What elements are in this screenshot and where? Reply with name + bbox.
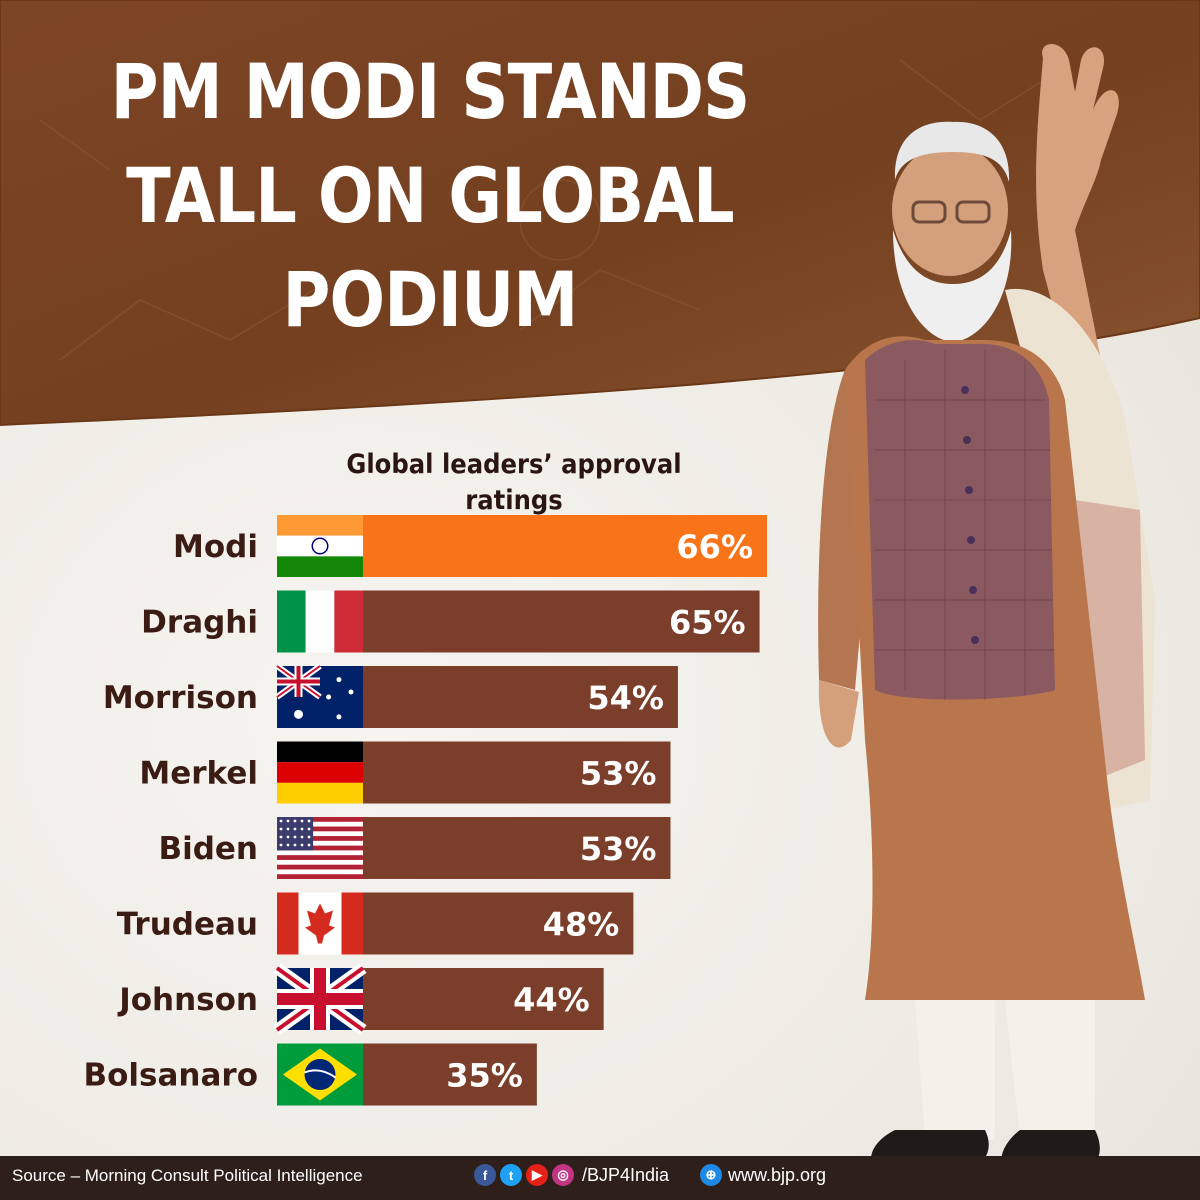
germany-flag [277,741,363,804]
leader-name-label: Bolsanaro [84,1058,259,1094]
bar-value-label: 53% [580,755,657,793]
facebook-icon[interactable]: f [474,1164,496,1186]
leader-name-label: Modi [173,529,258,565]
canada-flag [277,892,363,955]
leader-name-label: Johnson [117,982,258,1018]
uk-flag [273,963,367,1035]
footer-bar: Source – Morning Consult Political Intel… [0,1156,1200,1200]
headline-line-3: PODIUM [282,255,578,344]
website-text[interactable]: www.bjp.org [728,1164,827,1185]
bar-value-label: 35% [446,1057,523,1095]
bar-biden [363,817,671,879]
leader-name-label: Trudeau [117,907,258,943]
bar-value-label: 53% [580,830,657,868]
headline-line-2: TALL ON GLOBAL [126,151,735,240]
bar-bolsanaro [363,1043,537,1106]
bar-value-label: 44% [513,981,590,1019]
india-flag [277,515,363,577]
instagram-icon[interactable]: ◎ [552,1164,574,1186]
leader-name-label: Biden [158,831,258,867]
bar-draghi [363,590,760,653]
bar-value-label: 54% [587,679,664,717]
bar-trudeau [363,892,634,955]
globe-icon: ⊕ [700,1164,722,1186]
brazil-flag [277,1043,363,1106]
italy-flag [277,590,363,653]
australia-flag [275,663,363,728]
leader-name-label: Morrison [103,680,258,716]
bar-merkel [363,741,671,804]
leader-name-label: Merkel [139,756,258,792]
twitter-icon[interactable]: t [500,1164,522,1186]
bar-modi [363,515,767,577]
headline-line-1: PM MODI STANDS [110,47,751,136]
leader-name-label: Draghi [141,605,258,641]
bar-value-label: 65% [669,604,746,642]
bar-johnson [363,968,604,1030]
social-links: f t ▶ ◎ /BJP4India [474,1164,669,1186]
person-illustration [818,44,1155,1172]
usa-flag [277,817,363,879]
youtube-icon[interactable]: ▶ [526,1164,548,1186]
headline: PM MODI STANDS TALL ON GLOBAL PODIUM [95,40,766,352]
website-link[interactable]: ⊕ www.bjp.org [700,1164,826,1186]
bar-value-label: 48% [543,906,620,944]
bar-value-label: 66% [676,528,753,566]
social-handle[interactable]: /BJP4India [582,1164,670,1185]
bar-morrison [363,666,678,728]
source-text: Source – Morning Consult Political Intel… [12,1166,363,1185]
